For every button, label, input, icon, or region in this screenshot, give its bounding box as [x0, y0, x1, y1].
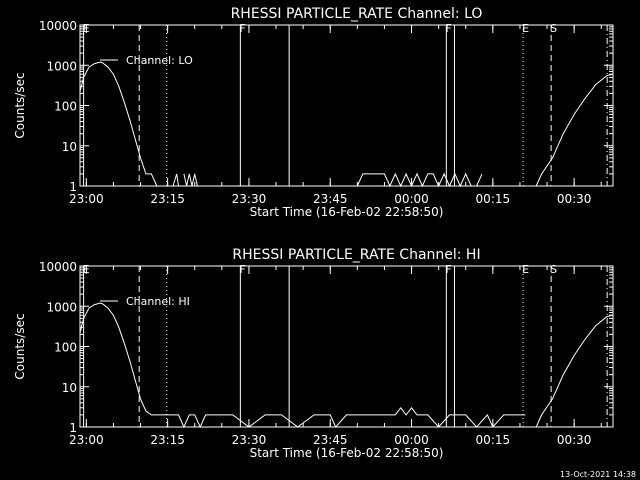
- series-line-0: [79, 302, 526, 429]
- x-tick-label: 23:30: [232, 433, 267, 447]
- x-tick-label: 00:30: [557, 433, 592, 447]
- y-tick-label: 10: [62, 140, 77, 154]
- chart-title: RHESSI PARTICLE_RATE Channel: LO: [231, 6, 483, 22]
- y-tick-label: 1000: [46, 59, 77, 73]
- event-marker-label: S: [550, 22, 557, 35]
- event-marker-label: E: [522, 22, 529, 35]
- event-marker-label: F: [445, 22, 451, 35]
- footer-timestamp: 13-Oct-2021 14:38: [560, 470, 636, 479]
- series-line-0: [535, 314, 614, 428]
- series-line-0: [356, 172, 483, 188]
- chart-title: RHESSI PARTICLE_RATE Channel: HI: [232, 247, 480, 263]
- series-line-0: [535, 73, 614, 187]
- legend-entry: Channel: HI: [126, 295, 190, 308]
- plot-frame: [79, 265, 614, 428]
- x-tick-label: 23:45: [313, 433, 348, 447]
- y-tick-label: 100: [54, 341, 77, 355]
- x-axis-label: Start Time (16-Feb-02 22:58:50): [250, 446, 444, 460]
- event-marker-label: E: [83, 22, 90, 35]
- y-tick-label: 10000: [39, 260, 77, 274]
- event-marker-label: F: [445, 263, 451, 276]
- y-axis-label: Counts/sec: [13, 72, 27, 138]
- x-tick-label: 23:00: [69, 433, 104, 447]
- legend-entry: Channel: LO: [126, 54, 193, 67]
- y-tick-label: 1: [69, 421, 77, 435]
- x-tick-label: 00:00: [394, 433, 429, 447]
- x-tick-label: 00:15: [476, 433, 511, 447]
- event-marker-label: E: [522, 263, 529, 276]
- event-marker-label: S: [550, 263, 557, 276]
- plot-frame: [79, 24, 614, 187]
- event-marker-label: F: [239, 263, 245, 276]
- x-tick-label: 23:00: [69, 192, 104, 206]
- y-tick-label: 1000: [46, 300, 77, 314]
- y-tick-label: 10000: [39, 19, 77, 33]
- y-axis-label: Counts/sec: [13, 313, 27, 379]
- x-tick-label: 00:30: [557, 192, 592, 206]
- event-marker-label: F: [239, 22, 245, 35]
- chart-panel-lo: RHESSI PARTICLE_RATE Channel: LO Counts/s…: [13, 6, 614, 219]
- y-tick-label: 1: [69, 180, 77, 194]
- x-tick-label: 23:30: [232, 192, 267, 206]
- y-tick-label: 100: [54, 100, 77, 114]
- series-line-0: [79, 61, 163, 187]
- x-tick-label: 00:00: [394, 192, 429, 206]
- chart-panel-hi: RHESSI PARTICLE_RATE Channel: HI Counts/s…: [13, 247, 614, 460]
- series-line-0: [172, 173, 179, 187]
- x-tick-label: 00:15: [476, 192, 511, 206]
- event-marker-label: E: [83, 263, 90, 276]
- x-axis-label: Start Time (16-Feb-02 22:58:50): [250, 205, 444, 219]
- x-tick-label: 23:15: [150, 192, 185, 206]
- x-tick-label: 23:45: [313, 192, 348, 206]
- y-tick-label: 10: [62, 381, 77, 395]
- x-tick-label: 23:15: [150, 433, 185, 447]
- series-line-0: [183, 173, 198, 187]
